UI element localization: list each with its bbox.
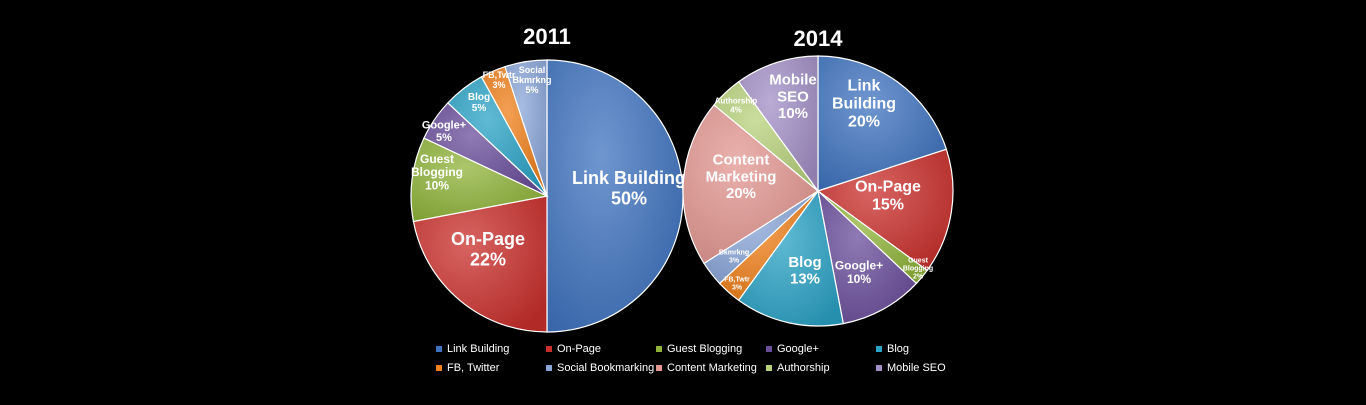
legend-item-fb-twitter: FB, Twitter bbox=[436, 361, 546, 375]
legend-item-blog: Blog bbox=[876, 342, 946, 356]
legend-label: Social Bookmarking bbox=[557, 362, 655, 374]
pie-chart-2014: Link Building 20% On-Page 15% Guest Blogging 2%… bbox=[682, 55, 954, 327]
legend-item-google: Google+ bbox=[766, 342, 876, 356]
slice-label-blog: Blog 5% bbox=[468, 92, 490, 114]
pie-slice-social-bookmarking bbox=[504, 59, 548, 197]
legend-item-authorship: Authorship bbox=[766, 361, 876, 375]
legend-label: Mobile SEO bbox=[887, 362, 946, 374]
slice-label-content-marketing: Content Marketing 20% bbox=[706, 151, 777, 202]
pie-slice-guest-blogging bbox=[410, 137, 549, 223]
slice-label-mobile-seo: Mobile SEO 10% bbox=[769, 72, 817, 123]
slice-label-link-building: Link Building 50% bbox=[572, 168, 686, 208]
pie-slice-on-page bbox=[412, 195, 548, 333]
pie-slice-google bbox=[817, 189, 918, 325]
slice-label-blog: Blog 13% bbox=[788, 254, 821, 288]
chart-title-2014: 2014 bbox=[794, 26, 844, 51]
legend-swatch bbox=[766, 365, 772, 371]
legend-swatch bbox=[546, 365, 552, 371]
pie-slice-on-page bbox=[816, 148, 954, 272]
slice-label-social-bookmarking: Bkmrkng 3% bbox=[719, 250, 749, 265]
pie-slice-link-building bbox=[817, 55, 948, 192]
legend-label: Google+ bbox=[777, 343, 819, 355]
slice-label-google: Google+ 10% bbox=[835, 259, 883, 286]
legend-label: Blog bbox=[887, 343, 910, 355]
slice-label-authorship: Authorship 4% bbox=[715, 96, 758, 114]
legend-swatch bbox=[656, 346, 662, 352]
pie-chart-2011: Link Building 50% On-Page 22% Guest Blogging 1… bbox=[410, 59, 686, 333]
legend-item-guest-blogging: Guest Blogging bbox=[656, 342, 766, 356]
legend: Link Building On-Page Guest Blogging Google… bbox=[436, 342, 956, 375]
legend-item-mobile-seo: Mobile SEO bbox=[876, 361, 946, 375]
slice-label-on-page: On-Page 22% bbox=[451, 229, 525, 269]
legend-item-link-building: Link Building bbox=[436, 342, 546, 356]
legend-label: FB, Twitter bbox=[447, 362, 500, 374]
legend-swatch bbox=[656, 365, 662, 371]
legend-swatch bbox=[546, 346, 552, 352]
legend-swatch bbox=[876, 365, 882, 371]
slice-label-social-bookmarking: Social Bkmrkng 5% bbox=[512, 65, 551, 95]
legend-item-on-page: On-Page bbox=[546, 342, 656, 356]
slice-label-fb-twitter: FB,Twtr 3% bbox=[483, 70, 516, 90]
legend-label: Link Building bbox=[447, 343, 510, 355]
legend-label: On-Page bbox=[557, 343, 602, 355]
pie-slice-mobile-seo bbox=[737, 55, 819, 193]
slice-label-google: Google+ 5% bbox=[422, 120, 466, 144]
legend-label: Guest Blogging bbox=[667, 343, 743, 355]
legend-item-content-marketing: Content Marketing bbox=[656, 361, 766, 375]
slice-label-guest-blogging: Guest Blogging 2% bbox=[903, 258, 933, 281]
legend-item-social-bookmarking: Social Bookmarking bbox=[546, 361, 656, 375]
chart-title-2011: 2011 bbox=[523, 24, 571, 49]
legend-label: Authorship bbox=[777, 362, 830, 374]
legend-swatch bbox=[436, 346, 442, 352]
legend-swatch bbox=[436, 365, 442, 371]
pie-slice-blog bbox=[737, 189, 845, 327]
slice-label-guest-blogging: Guest Blogging 10% bbox=[411, 152, 463, 193]
slice-label-on-page: On-Page 15% bbox=[855, 179, 921, 214]
slice-label-link-building: Link Building 20% bbox=[832, 78, 896, 131]
pie-slice-content-marketing bbox=[682, 104, 820, 265]
slice-label-fb-twitter: FB,Twtr 3% bbox=[724, 277, 750, 292]
legend-swatch bbox=[766, 346, 772, 352]
legend-swatch bbox=[876, 346, 882, 352]
legend-label: Content Marketing bbox=[667, 362, 757, 374]
